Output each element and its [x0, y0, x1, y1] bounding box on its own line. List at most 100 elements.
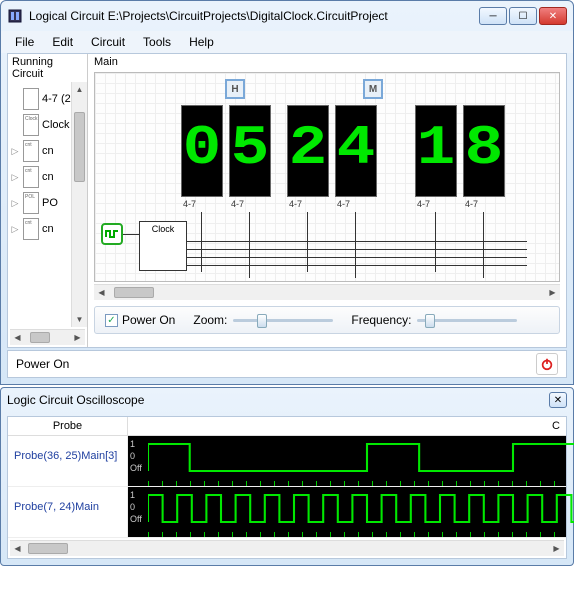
sidebar-hscroll[interactable]: ◀ ▶ — [10, 329, 85, 345]
titlebar[interactable]: Logical Circuit E:\Projects\CircuitProje… — [1, 1, 573, 31]
close-button[interactable]: ✕ — [539, 7, 567, 25]
osc-header: Probe C — [8, 417, 566, 436]
seg-label: 4-7 — [289, 199, 302, 209]
probe-label[interactable]: Probe(36, 25)Main[3] — [8, 436, 128, 486]
chip-icon: POL — [23, 192, 39, 214]
seg-label: 4-7 — [465, 199, 478, 209]
chip-icon: cnt — [23, 140, 39, 162]
canvas-hscroll[interactable]: ◀ ▶ — [94, 284, 560, 300]
scroll-down-icon[interactable]: ▼ — [72, 312, 87, 327]
chip-icon: cnt — [23, 218, 39, 240]
osc-hscroll[interactable]: ◀ ▶ — [10, 540, 564, 556]
statusbar: Power On — [7, 350, 567, 378]
osc-titlebar[interactable]: Logic Circuit Oscilloscope ✕ — [1, 388, 573, 412]
seven-segment-display[interactable]: 2 — [287, 105, 329, 197]
sidebar-vscroll[interactable]: ▲ ▼ — [71, 82, 87, 327]
scroll-thumb[interactable] — [114, 287, 154, 298]
menu-help[interactable]: Help — [181, 33, 222, 51]
expand-icon[interactable]: ▷ — [10, 172, 20, 183]
chip-icon — [23, 88, 39, 110]
osc-title: Logic Circuit Oscilloscope — [7, 393, 549, 407]
waveform: 10Off — [128, 487, 566, 537]
sidebar-title: Running Circuit — [8, 54, 87, 82]
main-title: Main — [88, 54, 566, 70]
waveform: 10Off — [128, 436, 566, 486]
frequency-slider[interactable]: Frequency: — [351, 313, 517, 327]
expand-icon[interactable]: ▷ — [10, 146, 20, 157]
scroll-left-icon[interactable]: ◀ — [10, 541, 25, 556]
osc-col-probe[interactable]: Probe — [8, 417, 128, 435]
seven-segment-display[interactable]: 1 — [415, 105, 457, 197]
menu-file[interactable]: File — [7, 33, 42, 51]
tree-item-label: 4-7 (2 — [42, 93, 71, 105]
wire — [249, 212, 250, 278]
seven-segment-display[interactable]: 4 — [335, 105, 377, 197]
scroll-left-icon[interactable]: ◀ — [94, 285, 109, 300]
scroll-right-icon[interactable]: ▶ — [549, 541, 564, 556]
tree-item-label: PO — [42, 197, 58, 209]
seg-label: 4-7 — [337, 199, 350, 209]
wire — [187, 241, 527, 242]
chip-icon: Clock — [23, 114, 39, 136]
digit-value: 1 — [413, 106, 459, 176]
digit-value: 8 — [461, 106, 507, 176]
scroll-right-icon[interactable]: ▶ — [70, 330, 85, 345]
main-area: Main H M Clock 04-754-724-744-714-784-7 … — [88, 54, 566, 347]
menu-edit[interactable]: Edit — [44, 33, 81, 51]
power-on-checkbox[interactable]: ✓ Power On — [105, 313, 175, 327]
app-icon — [7, 8, 23, 24]
expand-icon[interactable]: ▷ — [10, 198, 20, 209]
wire — [307, 212, 308, 272]
tree-item-label: Clock — [42, 119, 70, 131]
digit-value: 5 — [227, 106, 273, 176]
slider-knob[interactable] — [425, 314, 435, 328]
osc-row: Probe(36, 25)Main[3]10Off — [8, 436, 566, 487]
seven-segment-display[interactable]: 8 — [463, 105, 505, 197]
probe-label[interactable]: Probe(7, 24)Main — [8, 487, 128, 537]
scroll-up-icon[interactable]: ▲ — [72, 82, 87, 97]
seven-segment-display[interactable]: 0 — [181, 105, 223, 197]
wire — [483, 212, 484, 278]
seg-label: 4-7 — [183, 199, 196, 209]
pin-m-button[interactable]: M — [363, 79, 383, 99]
wire — [187, 249, 527, 250]
osc-col-rest: C — [128, 417, 566, 435]
osc-close-button[interactable]: ✕ — [549, 392, 567, 408]
tree-item-label: cn — [42, 145, 54, 157]
clock-chip[interactable]: Clock — [139, 221, 187, 271]
pin-h-button[interactable]: H — [225, 79, 245, 99]
digit-value: 4 — [333, 106, 379, 176]
scroll-left-icon[interactable]: ◀ — [10, 330, 25, 345]
scroll-thumb[interactable] — [30, 332, 50, 343]
wire — [187, 265, 527, 266]
digit-value: 2 — [285, 106, 331, 176]
zoom-label: Zoom: — [193, 313, 227, 327]
seg-label: 4-7 — [417, 199, 430, 209]
scroll-thumb[interactable] — [28, 543, 68, 554]
power-on-label: Power On — [122, 313, 175, 327]
circuit-canvas[interactable]: H M Clock 04-754-724-744-714-784-7 — [94, 72, 560, 282]
power-button[interactable] — [536, 353, 558, 375]
wire — [123, 234, 139, 235]
chip-icon: cnt — [23, 166, 39, 188]
clock-source-icon[interactable] — [101, 223, 123, 245]
tree-item-label: cn — [42, 223, 54, 235]
menubar: File Edit Circuit Tools Help — [1, 31, 573, 53]
slider-knob[interactable] — [257, 314, 267, 328]
maximize-button[interactable]: ☐ — [509, 7, 537, 25]
y-axis-labels: 10Off — [130, 438, 142, 474]
expand-icon[interactable]: ▷ — [10, 224, 20, 235]
minimize-button[interactable]: ─ — [479, 7, 507, 25]
scroll-right-icon[interactable]: ▶ — [545, 285, 560, 300]
zoom-slider[interactable]: Zoom: — [193, 313, 333, 327]
frequency-label: Frequency: — [351, 313, 411, 327]
seven-segment-display[interactable]: 5 — [229, 105, 271, 197]
scroll-thumb[interactable] — [74, 112, 85, 182]
y-axis-labels: 10Off — [130, 489, 142, 525]
menu-circuit[interactable]: Circuit — [83, 33, 133, 51]
menu-tools[interactable]: Tools — [135, 33, 179, 51]
tick-marks — [148, 481, 566, 486]
wire — [187, 257, 527, 258]
wire — [355, 212, 356, 278]
main-window: Logical Circuit E:\Projects\CircuitProje… — [0, 0, 574, 385]
